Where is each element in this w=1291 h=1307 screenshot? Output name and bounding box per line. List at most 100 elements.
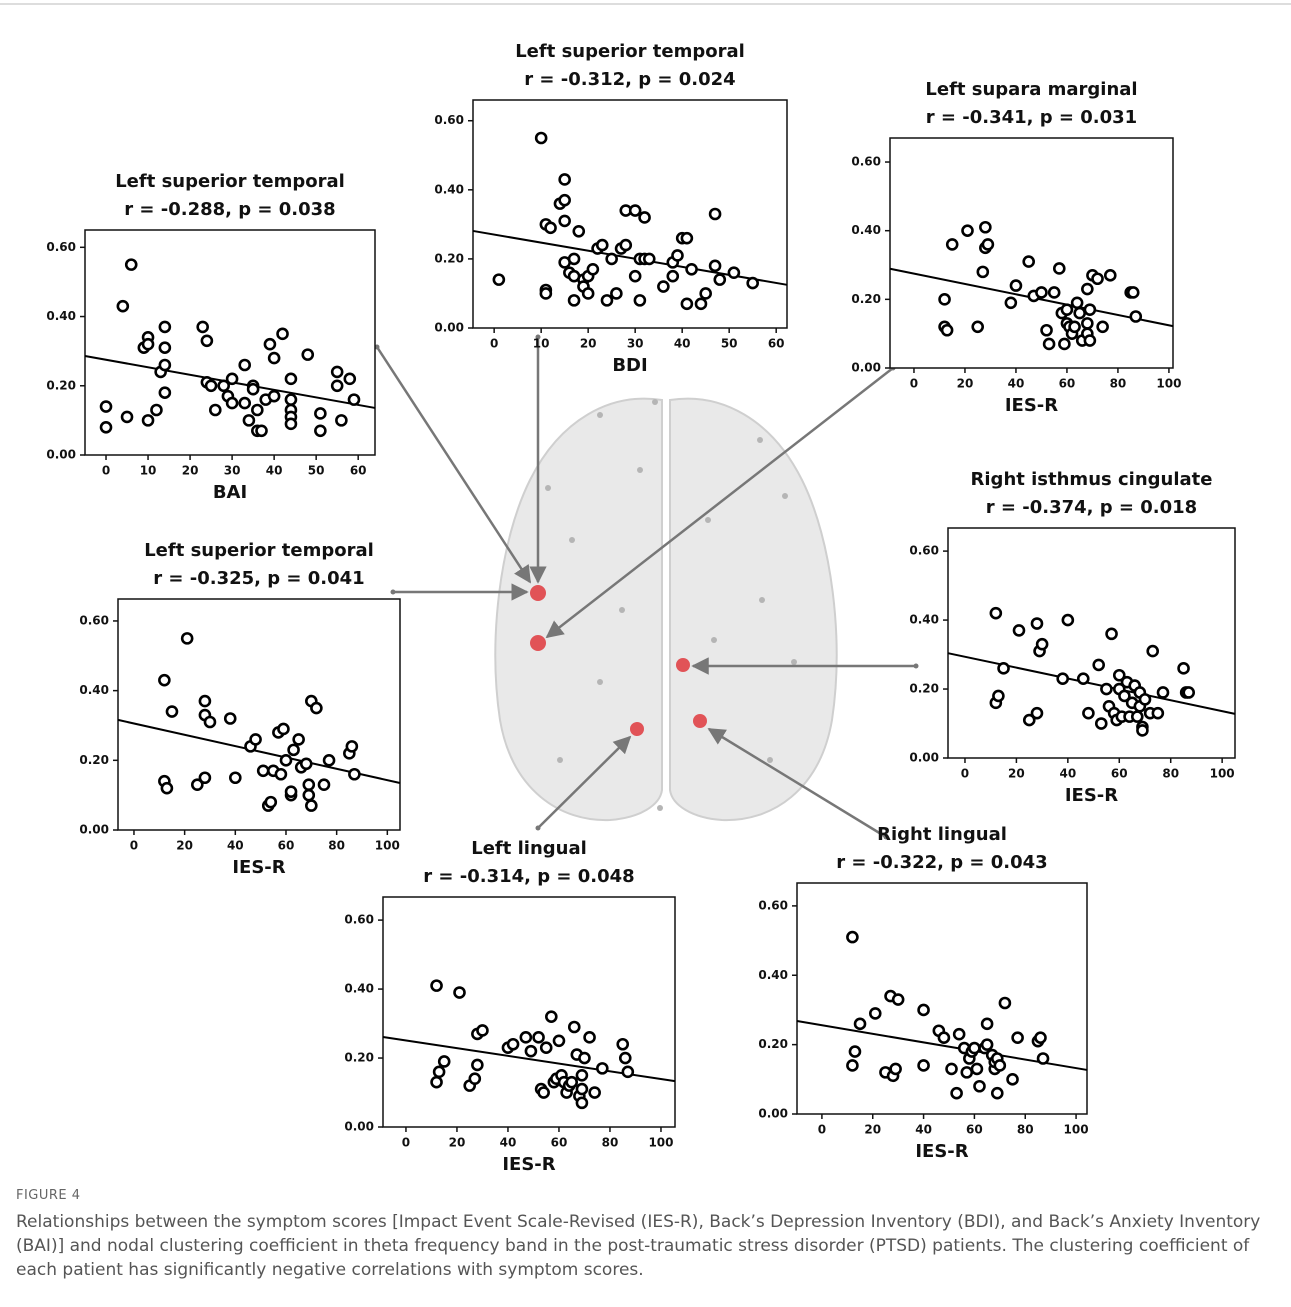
point — [1032, 708, 1042, 718]
point — [294, 734, 304, 744]
point — [311, 703, 321, 713]
point — [554, 1036, 564, 1046]
x-tick-label: 0 — [102, 464, 110, 478]
plot-frame — [383, 897, 675, 1127]
x-tick-label: 20 — [1008, 767, 1025, 781]
x-axis-label: IES-R — [502, 1154, 555, 1175]
point — [682, 299, 692, 309]
brain — [495, 399, 836, 820]
x-tick-label: 60 — [278, 839, 295, 853]
chart-title: Left superior temporal — [115, 171, 345, 192]
x-tick-label: 10 — [140, 464, 157, 478]
x-tick-label: 100 — [375, 839, 400, 853]
point — [850, 1047, 860, 1057]
point — [992, 1088, 1002, 1098]
point — [995, 1060, 1005, 1070]
point — [1093, 274, 1103, 284]
point — [1000, 998, 1010, 1008]
point — [597, 240, 607, 250]
x-tick-label: 80 — [602, 1136, 619, 1150]
x-tick-label: 100 — [1210, 767, 1235, 781]
point — [434, 1067, 444, 1077]
point — [286, 395, 296, 405]
point — [470, 1074, 480, 1084]
point — [687, 264, 697, 274]
point — [569, 295, 579, 305]
point — [1042, 325, 1052, 335]
y-tick-label: 0.40 — [909, 613, 939, 627]
point — [1035, 1033, 1045, 1043]
point — [1083, 708, 1093, 718]
point — [974, 1081, 984, 1091]
chart: Left superior temporalr = -0.288, p = 0.… — [46, 171, 375, 503]
y-tick-label: 0.60 — [434, 113, 464, 127]
point — [982, 1019, 992, 1029]
point — [847, 1060, 857, 1070]
point — [225, 714, 235, 724]
point — [252, 405, 262, 415]
point — [1096, 719, 1106, 729]
point — [1038, 1054, 1048, 1064]
point — [1184, 687, 1194, 697]
point — [265, 339, 275, 349]
point — [978, 267, 988, 277]
point — [1037, 639, 1047, 649]
point — [101, 422, 111, 432]
point — [982, 1040, 992, 1050]
point — [1024, 257, 1034, 267]
point — [623, 1067, 633, 1077]
x-tick-label: 20 — [580, 337, 597, 351]
point — [1044, 339, 1054, 349]
x-tick-label: 30 — [627, 337, 644, 351]
point — [980, 222, 990, 232]
x-tick-label: 40 — [1059, 767, 1076, 781]
chart-subtitle: r = -0.312, p = 0.024 — [524, 69, 735, 90]
point — [1153, 708, 1163, 718]
point — [200, 773, 210, 783]
x-tick-label: 60 — [768, 337, 785, 351]
point — [1008, 1074, 1018, 1084]
point — [919, 1005, 929, 1015]
point — [160, 388, 170, 398]
point — [143, 415, 153, 425]
point — [972, 1064, 982, 1074]
point — [306, 801, 316, 811]
y-tick-label: 0.00 — [909, 751, 939, 765]
point — [319, 780, 329, 790]
x-tick-label: 0 — [910, 377, 918, 391]
point — [574, 226, 584, 236]
point — [286, 374, 296, 384]
x-tick-label: 100 — [648, 1136, 673, 1150]
point — [952, 1088, 962, 1098]
y-tick-label: 0.00 — [46, 448, 76, 462]
point — [560, 195, 570, 205]
point — [198, 322, 208, 332]
point — [577, 1070, 587, 1080]
chart-title: Left supara marginal — [925, 79, 1137, 100]
point — [1058, 674, 1068, 684]
x-tick-label: 60 — [1111, 767, 1128, 781]
point — [160, 360, 170, 370]
y-tick-label: 0.60 — [344, 913, 374, 927]
point — [560, 174, 570, 184]
chart-subtitle: r = -0.322, p = 0.043 — [836, 852, 1047, 873]
y-tick-label: 0.00 — [344, 1120, 374, 1134]
point — [947, 239, 957, 249]
point — [162, 783, 172, 793]
point — [472, 1060, 482, 1070]
point — [658, 282, 668, 292]
point — [202, 336, 212, 346]
point — [1179, 663, 1189, 673]
point — [607, 254, 617, 264]
x-tick-label: 30 — [224, 464, 241, 478]
point — [336, 415, 346, 425]
x-tick-label: 20 — [176, 839, 193, 853]
y-tick-label: 0.40 — [79, 683, 109, 697]
point — [602, 295, 612, 305]
point — [521, 1032, 531, 1042]
point — [1014, 625, 1024, 635]
x-axis-label: BAI — [213, 482, 247, 503]
point — [289, 745, 299, 755]
point — [200, 696, 210, 706]
